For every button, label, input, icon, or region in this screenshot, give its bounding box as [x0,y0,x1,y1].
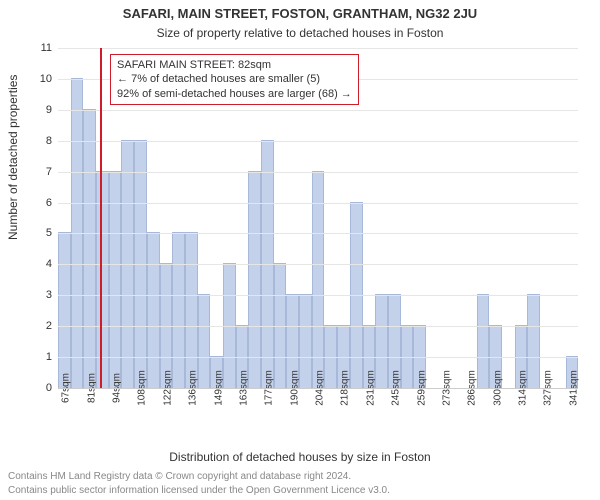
bar [58,232,71,388]
y-tick-label: 6 [46,197,58,209]
bar-slot: 273sqm [439,48,452,388]
footer-line-2: Contains public sector information licen… [8,485,390,496]
y-tick-label: 8 [46,135,58,147]
chart-subtitle: Size of property relative to detached ho… [0,26,600,40]
bar-slot: 81sqm [83,48,96,388]
bar-slot [527,48,540,388]
gridline [58,233,578,234]
bar-slot [96,48,109,388]
gridline [58,264,578,265]
bar-slot: 327sqm [540,48,553,388]
bar [198,294,211,388]
annotation-line: ← 7% of detached houses are smaller (5) [117,72,352,86]
bar-slot: 67sqm [58,48,71,388]
gridline [58,141,578,142]
y-axis-label: Number of detached properties [6,75,20,240]
annotation-line: SAFARI MAIN STREET: 82sqm [117,58,352,72]
bar-slot [502,48,515,388]
chart-container: SAFARI, MAIN STREET, FOSTON, GRANTHAM, N… [0,0,600,500]
bar [477,294,490,388]
chart-title: SAFARI, MAIN STREET, FOSTON, GRANTHAM, N… [0,6,600,21]
bar-slot: 259sqm [413,48,426,388]
bar [185,232,198,388]
bar-slot [401,48,414,388]
gridline [58,172,578,173]
gridline [58,203,578,204]
bar [147,232,160,388]
y-tick-label: 5 [46,227,58,239]
bar [83,109,96,388]
x-axis-label: Distribution of detached houses by size … [0,450,600,464]
annotation-box: SAFARI MAIN STREET: 82sqm← 7% of detache… [110,54,359,105]
y-tick-label: 0 [46,382,58,394]
highlight-marker [100,48,102,388]
bar-slot [451,48,464,388]
gridline [58,295,578,296]
y-tick-label: 3 [46,289,58,301]
y-tick-label: 9 [46,104,58,116]
bar-slot [553,48,566,388]
y-tick-label: 10 [40,73,58,85]
bar-slot: 314sqm [515,48,528,388]
y-tick-label: 7 [46,166,58,178]
footer-line-1: Contains HM Land Registry data © Crown c… [8,471,351,482]
bar [172,232,185,388]
bar-slot: 245sqm [388,48,401,388]
bar-slot: 341sqm [566,48,579,388]
bar-slot: 286sqm [464,48,477,388]
bar-slot: 300sqm [489,48,502,388]
bar-slot [375,48,388,388]
bar-slot: 231sqm [363,48,376,388]
gridline [58,110,578,111]
y-tick-label: 4 [46,258,58,270]
gridline [58,357,578,358]
y-tick-label: 1 [46,351,58,363]
bar-slot [426,48,439,388]
y-tick-label: 2 [46,320,58,332]
bar-slot [477,48,490,388]
gridline [58,388,578,389]
gridline [58,48,578,49]
gridline [58,326,578,327]
bar-slot [71,48,84,388]
plot-area: 67sqm81sqm94sqm108sqm122sqm136sqm149sqm1… [58,48,578,388]
annotation-line: 92% of semi-detached houses are larger (… [117,87,352,101]
y-tick-label: 11 [41,42,58,54]
